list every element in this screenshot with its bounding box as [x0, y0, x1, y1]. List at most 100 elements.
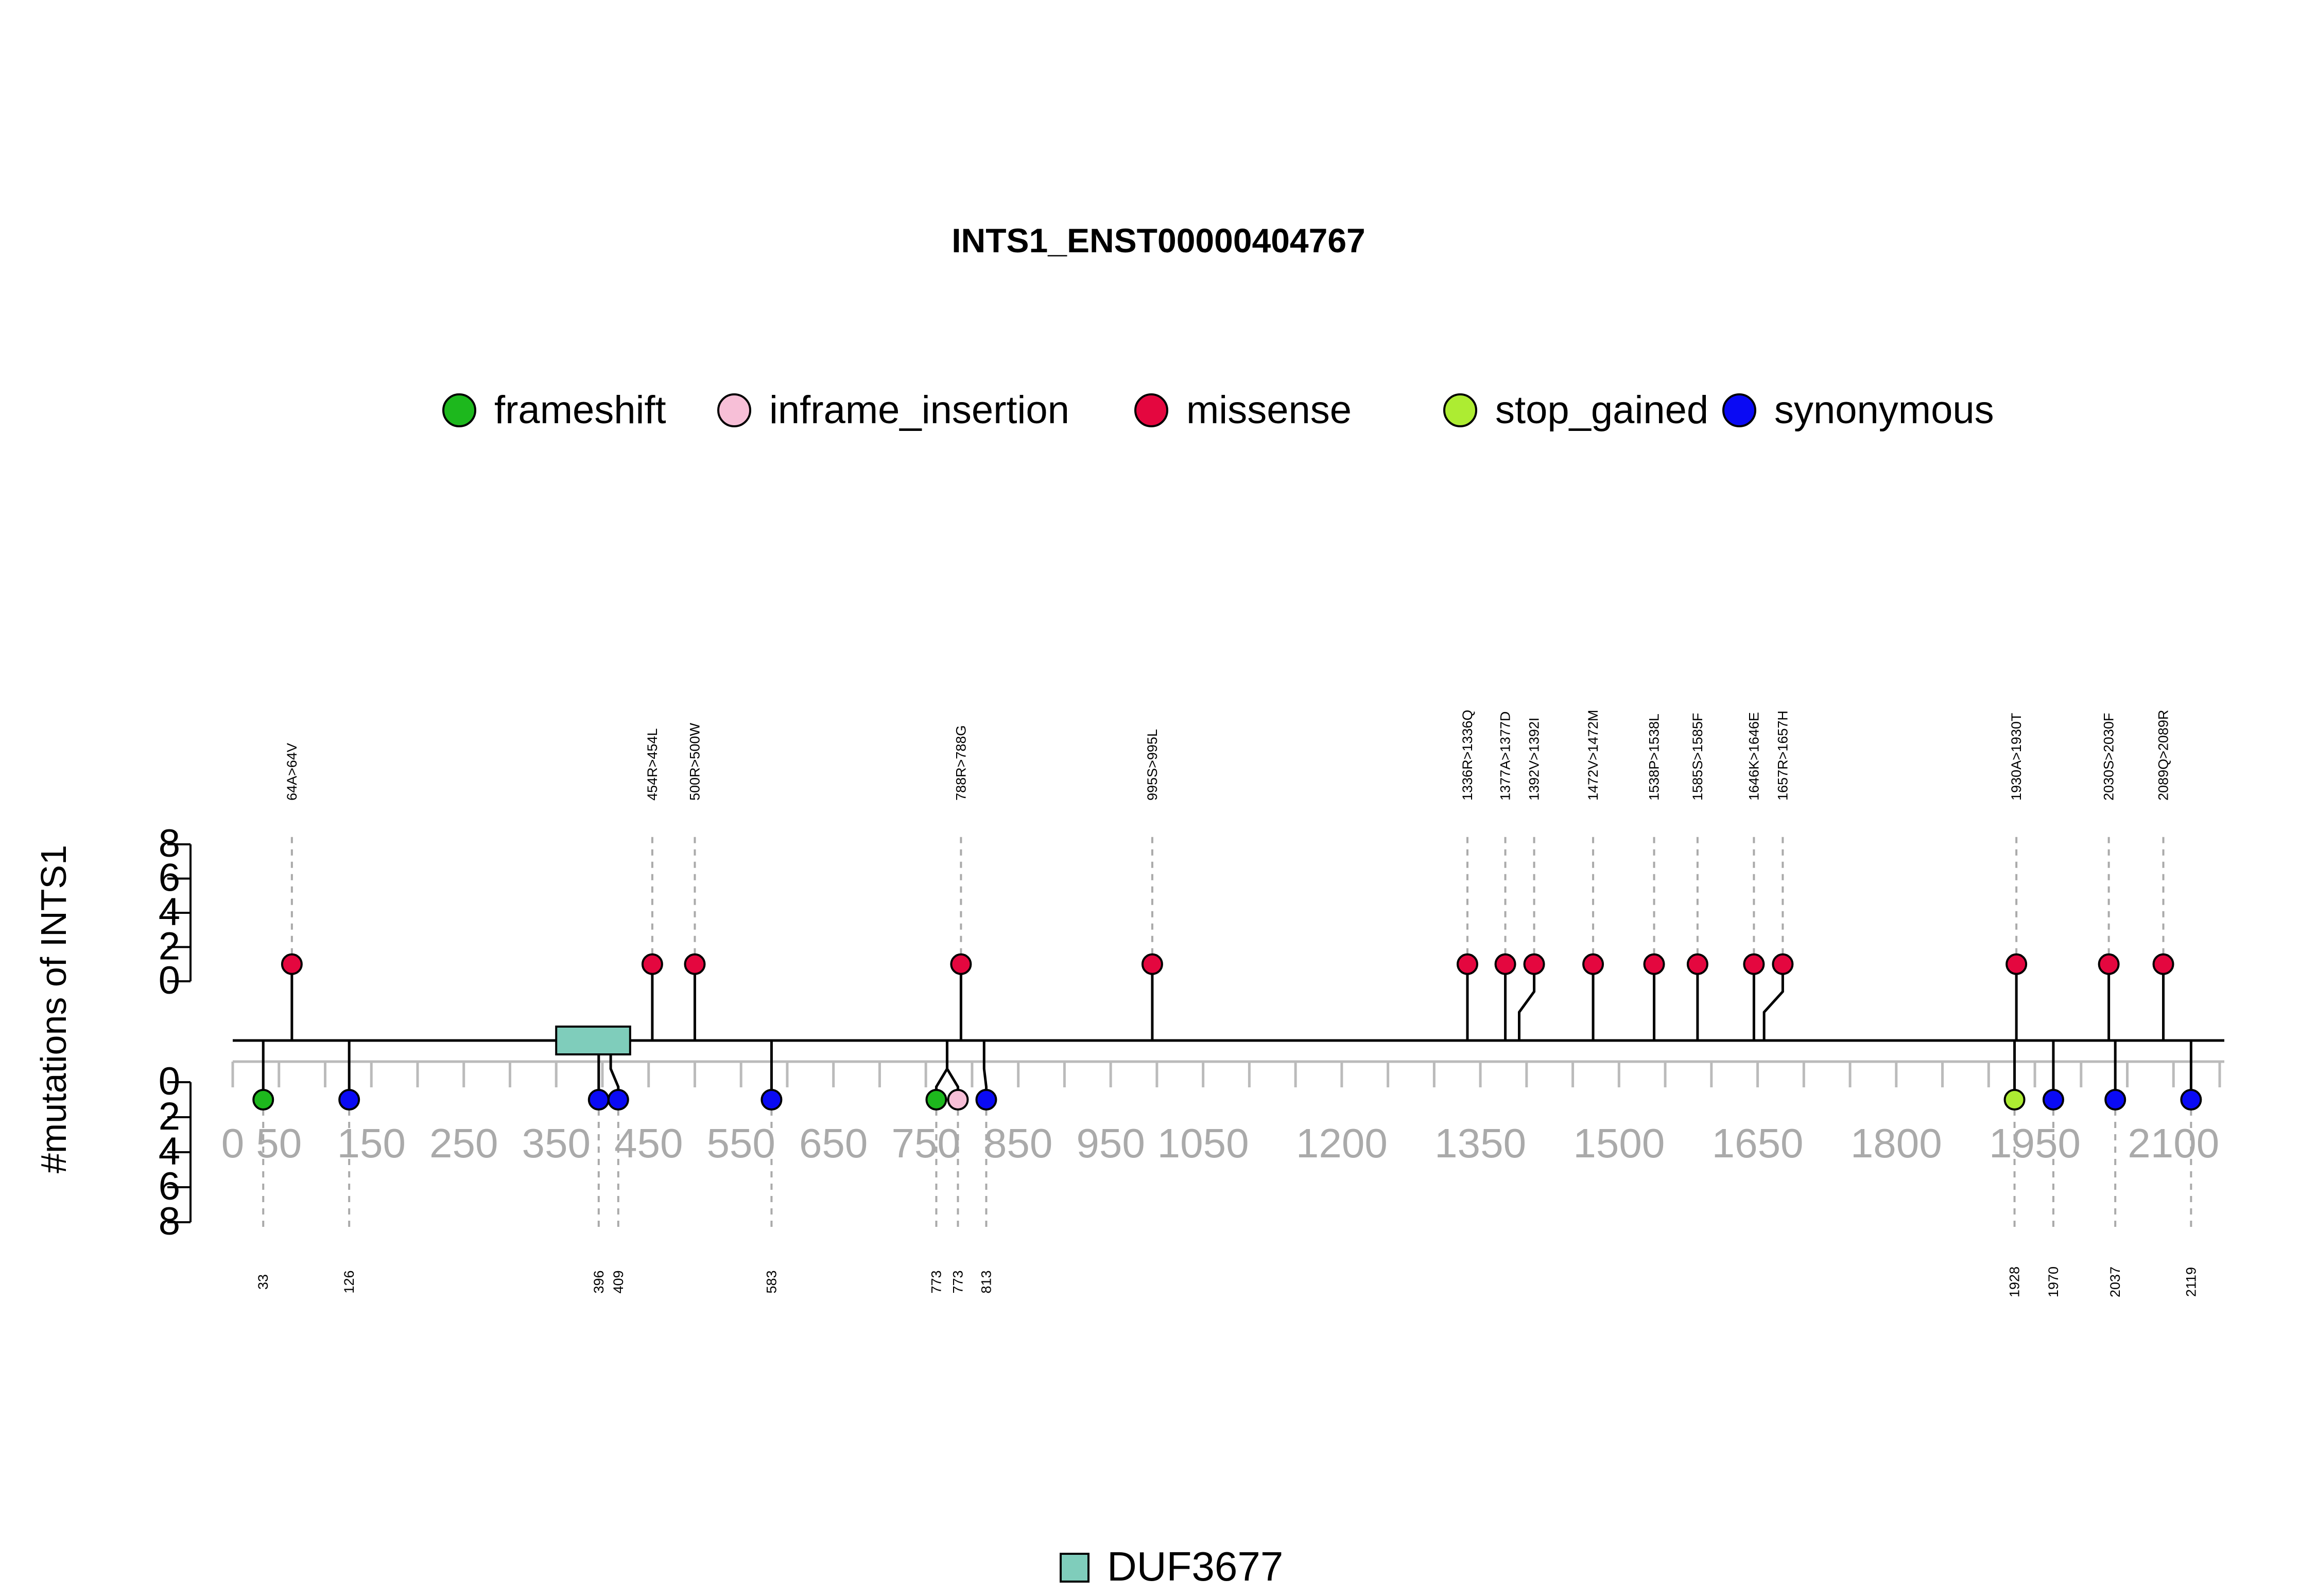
x-tick-label: 650: [799, 1120, 868, 1166]
mutation-label: 1538P>1538L: [1647, 714, 1662, 801]
mutation-point: [252, 1089, 274, 1111]
y-tick-label-lower: 4: [159, 1130, 180, 1173]
mutation-label: 64A>64V: [284, 743, 300, 801]
y-tick-label-lower: 8: [159, 1200, 180, 1243]
legend-label-stop_gained: stop_gained: [1495, 388, 1708, 432]
mutation-label: 2037: [2107, 1267, 2123, 1297]
mutation-label: 1377A>1377D: [1498, 712, 1513, 801]
y-tick-label-lower: 2: [159, 1095, 180, 1138]
x-tick-label: 750: [891, 1120, 960, 1166]
legend-label-missense: missense: [1186, 388, 1352, 432]
mutation-label: 2119: [2183, 1267, 2199, 1297]
domain-box: [555, 1026, 631, 1055]
mutation-point: [925, 1089, 947, 1111]
mutation-label: 396: [591, 1270, 607, 1293]
mutation-point: [1772, 953, 1794, 975]
mutation-point: [2180, 1089, 2202, 1111]
chart-title: INTS1_ENST00000404767: [952, 221, 1365, 259]
y-tick-label-lower: 6: [159, 1165, 180, 1208]
mutation-label: 995S>995L: [1145, 729, 1160, 801]
mutation-point: [641, 953, 663, 975]
mutation-label: 773: [950, 1270, 965, 1293]
legend-label-inframe_insertion: inframe_insertion: [769, 388, 1069, 432]
legend-label-synonymous: synonymous: [1774, 388, 1994, 432]
mutation-point: [2042, 1089, 2064, 1111]
mutation-point: [1456, 953, 1478, 975]
domain-legend-label: DUF3677: [1107, 1543, 1283, 1589]
mutation-point: [1494, 953, 1516, 975]
domains: [555, 1026, 631, 1055]
mutation-label: 454R>454L: [645, 728, 660, 801]
mutation-point: [1686, 953, 1708, 975]
legend-marker-synonymous: [1722, 393, 1756, 427]
y-tick-label-upper: 6: [159, 856, 180, 900]
mutation-label: 1646K>1646E: [1746, 712, 1761, 801]
mutation-label: 773: [928, 1270, 944, 1293]
x-axis: 0 50 150 250 350 450 550 650 750 850 950 1050 1200 13…: [221, 1060, 2224, 1166]
x-tick-label: 950: [1076, 1120, 1145, 1166]
mutation-label: 2030S>2030F: [2101, 713, 2117, 801]
mutation-label: 2089Q>2089R: [2156, 710, 2171, 801]
mutation-point: [338, 1089, 360, 1111]
lower-mutations: 33 126 396 409 583 773 773 813 1928 1970 2037 2119: [252, 1040, 2202, 1297]
mutation-point: [1141, 953, 1163, 975]
x-tick-label: 1050: [1157, 1120, 1249, 1166]
mutation-label: 1392V>1392I: [1527, 718, 1542, 801]
x-tick-label: 2100: [2128, 1120, 2219, 1166]
mutation-point: [950, 953, 972, 975]
mutation-label: 813: [978, 1270, 994, 1293]
mutation-point: [2152, 953, 2174, 975]
x-tick-label: 1500: [1573, 1120, 1665, 1166]
x-tick-label: 1800: [1851, 1120, 1942, 1166]
x-tick-label: 250: [429, 1120, 498, 1166]
mutation-label: 1970: [2046, 1267, 2061, 1297]
legend-marker-frameshift: [442, 393, 476, 427]
mutation-label: 409: [611, 1270, 626, 1293]
mutation-stem: [1762, 964, 1784, 1040]
mutation-point: [975, 1089, 997, 1111]
mutation-label: 1472V>1472M: [1585, 710, 1601, 801]
y-axis-label: #mutations of INTS1: [33, 845, 74, 1173]
mutation-stem: [1517, 964, 1536, 1040]
mutation-point: [2104, 1089, 2126, 1111]
mutation-label: 126: [341, 1270, 357, 1293]
domain-legend-swatch: [1060, 1553, 1090, 1583]
mutation-point: [607, 1089, 629, 1111]
y-tick-label-upper: 8: [159, 822, 180, 865]
x-tick-label: 350: [522, 1120, 590, 1166]
mutation-point: [2005, 953, 2028, 975]
mutation-point: [1582, 953, 1604, 975]
legend-marker-missense: [1134, 393, 1168, 427]
mutation-label: 33: [255, 1274, 271, 1290]
domain-legend: DUF3677: [1060, 1543, 1283, 1589]
legend: frameshift inframe_insertion missense stop_…: [442, 388, 1994, 432]
x-tick-label: 0: [221, 1120, 245, 1166]
y-tick-label-upper: 4: [159, 890, 180, 934]
mutation-point: [2098, 953, 2120, 975]
x-tick-label: 450: [614, 1120, 683, 1166]
mutation-label: 788R>788G: [953, 725, 969, 801]
mutation-point: [1523, 953, 1545, 975]
y-tick-label-upper: 0: [159, 959, 180, 1002]
y-tick-label-upper: 2: [159, 925, 180, 968]
upper-mutations: 64A>64V 454R>454L 500R>500W 788R>788G 995S>9…: [281, 710, 2174, 1040]
x-tick-label: 850: [984, 1120, 1052, 1166]
mutation-point: [760, 1089, 783, 1111]
x-tick-label: 1200: [1296, 1120, 1388, 1166]
mutation-label: 1585S>1585F: [1690, 713, 1705, 801]
mutation-label: 1657R>1657H: [1775, 710, 1790, 801]
mutation-point: [684, 953, 706, 975]
mutation-point: [587, 1089, 610, 1111]
mutation-label: 1928: [2007, 1267, 2022, 1297]
legend-marker-inframe_insertion: [717, 393, 751, 427]
x-tick-label: 550: [706, 1120, 775, 1166]
mutation-point: [1643, 953, 1665, 975]
y-tick-label-lower: 0: [159, 1060, 180, 1103]
mutation-label: 1930A>1930T: [2009, 713, 2024, 801]
mutation-label: 500R>500W: [687, 723, 702, 801]
x-tick-label: 150: [337, 1120, 405, 1166]
x-tick-label: 1350: [1434, 1120, 1526, 1166]
